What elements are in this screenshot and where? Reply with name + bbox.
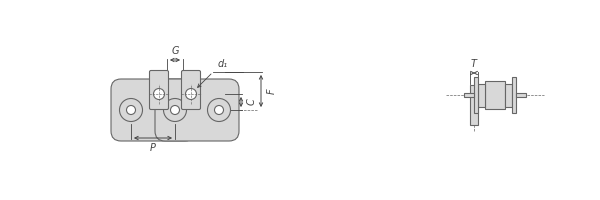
Circle shape <box>208 98 230 121</box>
Circle shape <box>215 106 223 114</box>
FancyBboxPatch shape <box>155 79 239 141</box>
Bar <box>505 84 512 106</box>
FancyBboxPatch shape <box>182 71 200 110</box>
Circle shape <box>170 106 179 114</box>
Text: C: C <box>247 99 257 105</box>
Bar <box>512 77 516 113</box>
Bar <box>464 93 474 97</box>
Bar <box>485 81 505 109</box>
Circle shape <box>163 98 187 121</box>
Bar <box>478 84 485 106</box>
Text: d₁: d₁ <box>218 59 228 69</box>
Circle shape <box>127 106 136 114</box>
FancyBboxPatch shape <box>111 79 195 141</box>
Text: T: T <box>471 59 477 69</box>
FancyBboxPatch shape <box>149 71 169 110</box>
Text: G: G <box>171 46 179 56</box>
Bar <box>474 77 478 113</box>
Bar <box>470 85 478 125</box>
Circle shape <box>154 88 164 99</box>
Circle shape <box>119 98 143 121</box>
Bar <box>516 93 526 97</box>
Text: P: P <box>150 143 156 153</box>
Text: F: F <box>267 88 277 94</box>
Circle shape <box>185 88 197 99</box>
